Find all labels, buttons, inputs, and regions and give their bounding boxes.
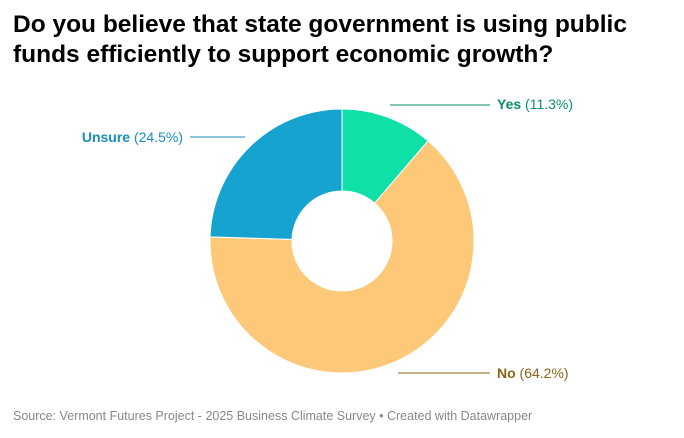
data-label-no: No (64.2%) — [497, 365, 569, 381]
chart-source: Source: Vermont Futures Project - 2025 B… — [13, 409, 533, 423]
chart-title: Do you believe that state government is … — [13, 11, 627, 68]
data-label-unsure: Unsure (24.5%) — [82, 129, 183, 145]
data-label-yes: Yes (11.3%) — [497, 96, 573, 112]
slice-no — [209, 140, 475, 374]
slice-unsure — [209, 108, 343, 240]
